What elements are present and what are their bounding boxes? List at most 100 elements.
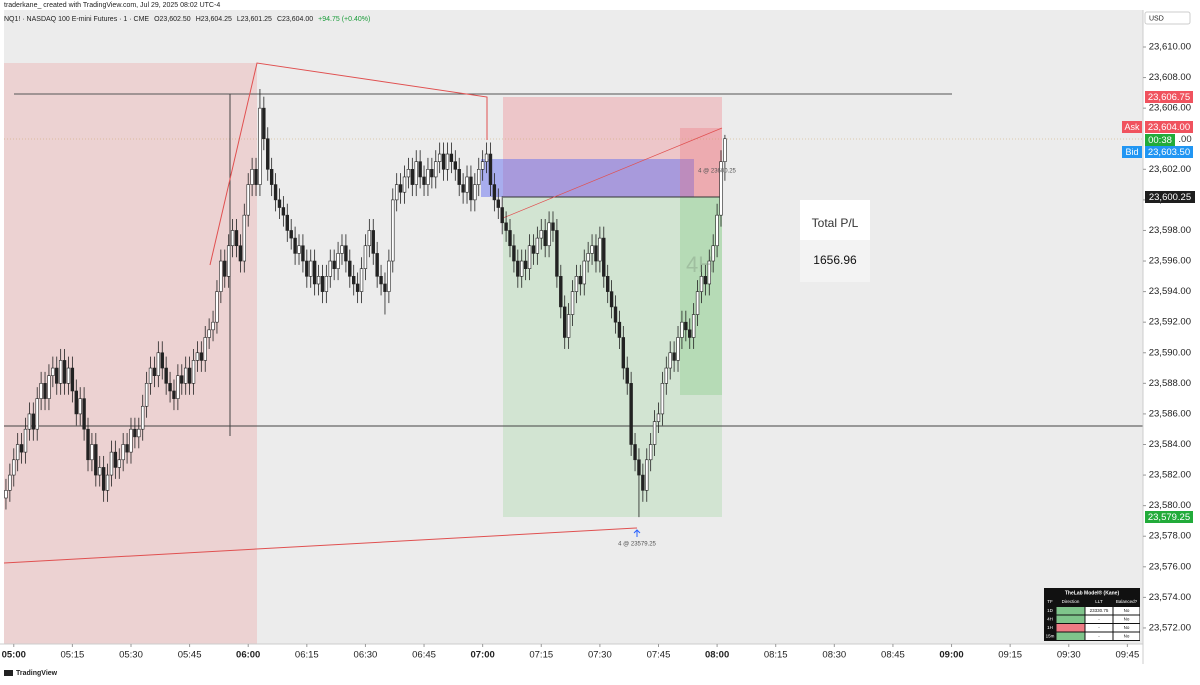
candle-body — [176, 375, 180, 399]
candle-body — [320, 276, 325, 292]
table-cell-bg — [1085, 607, 1113, 615]
candle-body — [43, 383, 47, 399]
candle-body — [414, 161, 418, 185]
x-tick-label: 07:30 — [588, 650, 612, 661]
candle-body — [355, 283, 360, 292]
candle-body — [55, 367, 59, 384]
x-tick-label: 08:45 — [881, 650, 905, 661]
candle-body — [191, 360, 196, 384]
candle-body — [719, 161, 723, 216]
candle-body — [426, 169, 430, 185]
y-tick-label: 23,584.00 — [1149, 439, 1191, 450]
candle-body — [676, 337, 680, 361]
table-cell: - — [1098, 625, 1100, 630]
candle-body — [555, 230, 559, 277]
candle-body — [141, 405, 145, 430]
candle-body — [309, 260, 313, 277]
candle-body — [121, 444, 125, 461]
candle-body — [269, 169, 274, 185]
candle-body — [566, 314, 571, 338]
candle-body — [332, 260, 336, 269]
price-badge — [1145, 191, 1195, 203]
candle-body — [406, 169, 411, 178]
candle-body — [109, 451, 114, 476]
pnl-value: 1656.96 — [813, 253, 857, 267]
candle-body — [226, 245, 231, 277]
plot-background — [4, 10, 1143, 644]
candle-body — [512, 245, 516, 262]
candle-body — [586, 253, 590, 262]
candle-body — [465, 176, 469, 193]
x-tick-label: 06:30 — [354, 650, 378, 661]
symbol-info: +94.75 (+0.40%) — [318, 16, 370, 23]
currency[interactable]: USD — [1149, 15, 1164, 22]
trend-line — [3, 527, 638, 564]
table-cell: - — [1098, 617, 1100, 622]
y-tick-label: 23,586.00 — [1149, 408, 1191, 419]
x-tick-label: 05:00 — [2, 650, 26, 661]
candle-body — [457, 169, 461, 185]
fill-label: 4 @ 23600.25 — [698, 169, 736, 175]
candle-body — [711, 245, 715, 262]
candle-body — [207, 329, 211, 338]
candle-body — [19, 444, 24, 453]
x-tick-label: 06:15 — [295, 650, 319, 661]
symbol-info: H23,604.25 — [196, 16, 232, 23]
candle-body — [668, 352, 672, 369]
candle-body — [645, 459, 649, 491]
candle-body — [418, 161, 422, 178]
candle-body — [101, 467, 106, 491]
candle-body — [352, 276, 356, 285]
candle-body — [621, 337, 626, 369]
price-badge — [1145, 511, 1193, 523]
candle-body — [144, 383, 149, 407]
candle-body — [441, 153, 446, 170]
candle-body — [480, 161, 485, 170]
candle-body — [563, 306, 567, 338]
candle-body — [180, 375, 184, 384]
pnl-title: Total P/L — [812, 216, 859, 230]
candle-body — [641, 474, 645, 491]
candle-body — [375, 253, 379, 277]
candle-body — [527, 245, 532, 269]
pnl-box — [800, 240, 870, 282]
table-cell: 15m — [1046, 634, 1055, 639]
candle-body — [715, 214, 719, 247]
candle-body — [570, 291, 575, 315]
candle-body — [285, 214, 289, 231]
candle-body — [328, 260, 332, 277]
candle-body — [289, 230, 293, 239]
currency-box[interactable] — [1144, 11, 1191, 25]
candle-body — [461, 184, 465, 193]
candle-body — [62, 360, 67, 384]
candle-body — [266, 138, 270, 170]
x-tick-label: 08:00 — [705, 650, 729, 661]
y-tick-label: 23,576.00 — [1149, 561, 1191, 572]
table-cell: No — [1124, 608, 1130, 613]
candle-body — [148, 367, 153, 384]
direction-cell — [1056, 607, 1085, 615]
trend-line — [502, 127, 723, 219]
table-cell-bg — [1113, 624, 1140, 632]
candle-body — [94, 444, 98, 476]
time-axis — [0, 644, 1143, 664]
candle-body — [164, 367, 168, 384]
x-tick-label: 07:45 — [647, 650, 671, 661]
candle-body — [594, 245, 598, 262]
price-axis — [1143, 10, 1200, 664]
x-tick-label: 08:15 — [764, 650, 788, 661]
y-tick-label: 23,590.00 — [1149, 347, 1191, 358]
candle-body — [543, 230, 547, 247]
candle-body — [648, 444, 653, 461]
candle-body — [262, 107, 266, 140]
candle-body — [547, 222, 551, 247]
candle-body — [348, 260, 352, 277]
candle-body — [664, 367, 669, 384]
candle-body — [273, 184, 278, 201]
candle-body — [402, 176, 407, 193]
candle-body — [301, 245, 305, 262]
table-cell-bg — [1113, 632, 1140, 640]
y-tick-label: 23,574.00 — [1149, 592, 1191, 603]
pnl-box — [800, 200, 870, 240]
